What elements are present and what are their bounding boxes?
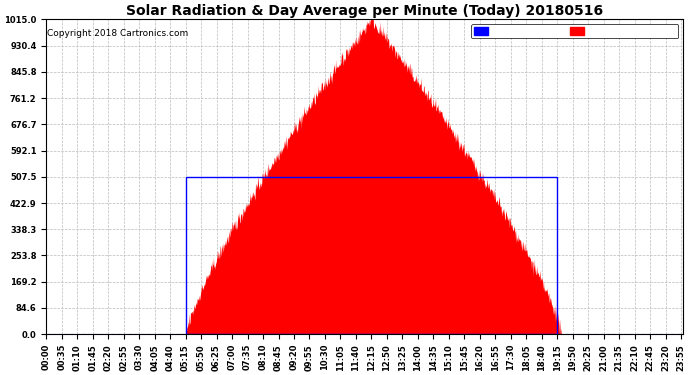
Text: Copyright 2018 Cartronics.com: Copyright 2018 Cartronics.com [47,29,188,38]
Legend: Median (W/m2), Radiation (W/m2): Median (W/m2), Radiation (W/m2) [471,24,678,38]
Title: Solar Radiation & Day Average per Minute (Today) 20180516: Solar Radiation & Day Average per Minute… [126,4,603,18]
Bar [186,177,558,334]
